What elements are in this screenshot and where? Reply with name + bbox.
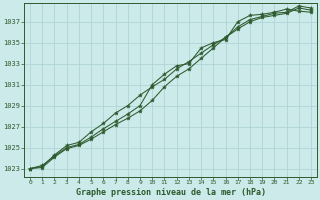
X-axis label: Graphe pression niveau de la mer (hPa): Graphe pression niveau de la mer (hPa) [76,188,266,197]
